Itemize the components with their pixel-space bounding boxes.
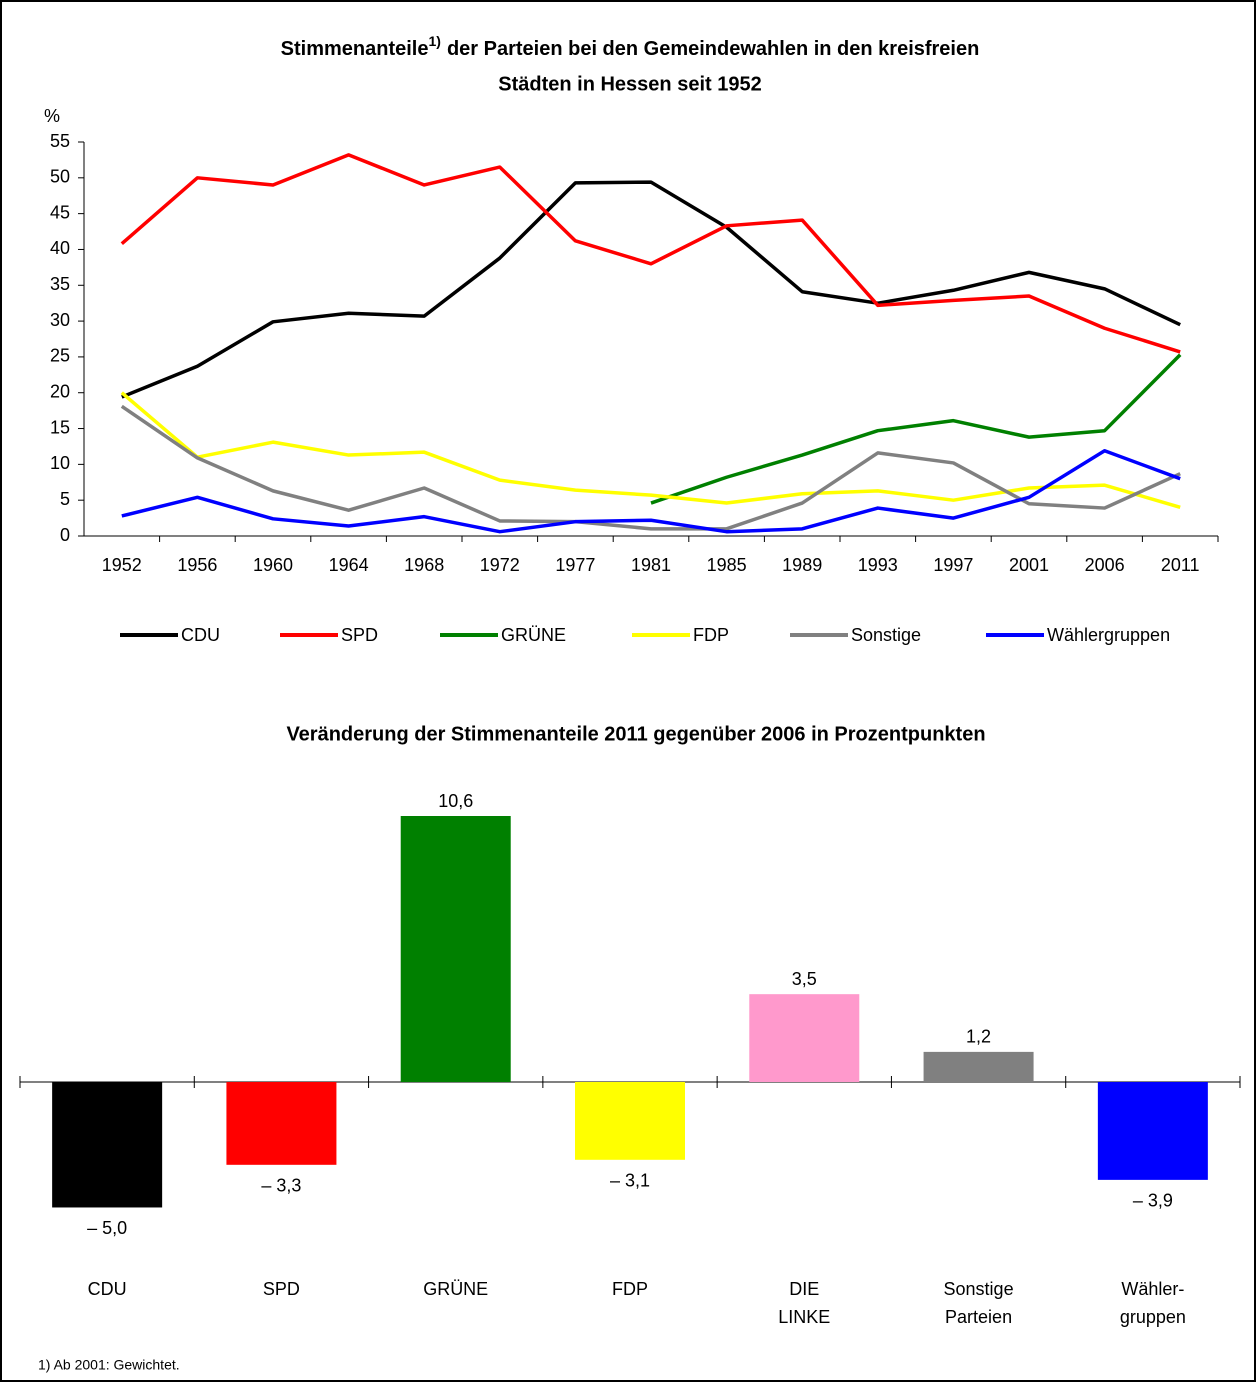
- x-tick-label: 1977: [555, 555, 595, 575]
- title: Stimmenanteile: [281, 38, 429, 60]
- legend-label: Sonstige: [851, 625, 921, 645]
- x-tick-label: 1993: [858, 555, 898, 575]
- chart-title: Stimmenanteile1) der Parteien bei den Gem…: [281, 33, 980, 61]
- bar-chart-title: Veränderung der Stimmenanteile 2011 gege…: [286, 723, 985, 745]
- x-tick-label: SPD: [262, 1279, 300, 1299]
- series-line: [121, 449, 1181, 534]
- legend-label: GRÜNE: [501, 625, 566, 645]
- y-tick-label: 50: [50, 167, 70, 187]
- y-tick-label: 30: [50, 310, 70, 330]
- x-tick-label: 1960: [253, 555, 293, 575]
- legend-label: Wählergruppen: [1047, 625, 1170, 645]
- x-tick-label: 1964: [329, 555, 369, 575]
- series-line: [650, 353, 1182, 505]
- value-label: – 3,9: [1133, 1191, 1173, 1211]
- x-tick-label: GRÜNE: [423, 1279, 489, 1299]
- x-tick-label: 1981: [631, 555, 671, 575]
- x-tick-label: 1952: [102, 555, 142, 575]
- legend-label: FDP: [693, 625, 729, 645]
- bar: [749, 994, 860, 1082]
- y-tick-label: 55: [50, 131, 70, 151]
- y-tick-label: 10: [50, 453, 70, 473]
- x-tick-label: 1956: [177, 555, 217, 575]
- y-tick-label: 20: [50, 381, 70, 401]
- bar: [400, 816, 511, 1082]
- y-tick-label: 15: [50, 417, 70, 437]
- title-note: 1): [428, 33, 440, 49]
- value-label: 10,6: [438, 791, 473, 811]
- x-tick-label: Wähler- gruppen: [1119, 1279, 1186, 1327]
- legend-label: CDU: [181, 625, 220, 645]
- series-line: [120, 153, 1181, 354]
- x-tick-label: 2011: [1161, 555, 1200, 575]
- x-tick-label: 1997: [933, 555, 973, 575]
- value-label: 3,5: [792, 969, 817, 989]
- value-label: – 3,1: [610, 1171, 650, 1191]
- y-tick-label: 0: [60, 525, 70, 545]
- x-tick-label: FDP: [612, 1279, 648, 1299]
- title-rest: der Parteien bei den Gemeindewahlen in d…: [447, 38, 979, 60]
- bar: [1097, 1082, 1208, 1180]
- legend-label: SPD: [341, 625, 378, 645]
- chart-title-line2: Städten in Hessen seit 1952: [498, 73, 761, 95]
- bar: [226, 1082, 337, 1165]
- y-tick-label: 35: [50, 274, 70, 294]
- x-tick-label: 2001: [1009, 555, 1049, 575]
- x-tick-label: 1972: [480, 555, 520, 575]
- x-tick-label: DIE LINKE: [778, 1279, 831, 1327]
- x-tick-label: CDU: [87, 1279, 127, 1299]
- x-tick-label: 2006: [1085, 555, 1125, 575]
- y-tick-label: 5: [60, 489, 70, 509]
- bar: [923, 1051, 1034, 1082]
- bar: [52, 1082, 163, 1208]
- value-label: 1,2: [966, 1027, 991, 1047]
- x-tick-label: 1989: [782, 555, 822, 575]
- series-line: [120, 404, 1181, 531]
- bar: [575, 1082, 685, 1160]
- x-tick-label: 1968: [404, 555, 444, 575]
- footnote: 1) Ab 2001: Gewichtet.: [38, 1357, 180, 1373]
- y-tick-label: 40: [50, 238, 70, 258]
- y-tick-label: 25: [50, 346, 70, 366]
- y-tick-label: 45: [50, 202, 70, 222]
- series-line: [121, 180, 1181, 399]
- value-label: – 3,3: [261, 1176, 301, 1196]
- value-label: – 5,0: [87, 1218, 127, 1238]
- x-tick-label: Sonstige Parteien: [943, 1279, 1014, 1327]
- series-line: [120, 391, 1181, 510]
- y-axis-label: %: [44, 106, 60, 126]
- x-tick-label: 1985: [707, 555, 747, 575]
